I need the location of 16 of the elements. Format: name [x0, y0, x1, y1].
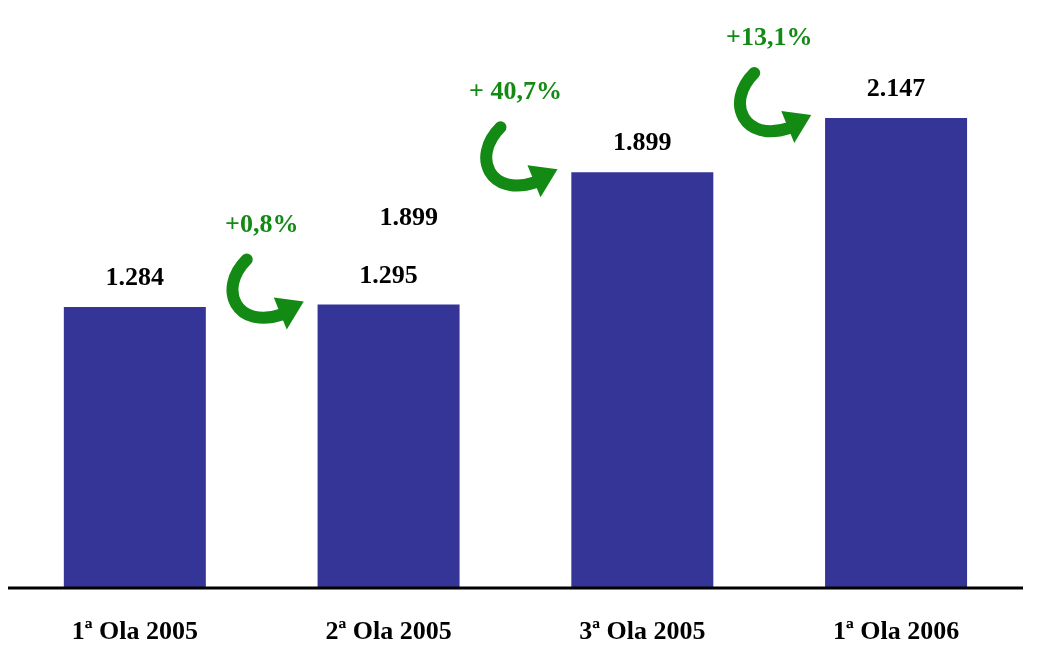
x-tick-label: 3ª Ola 2005	[579, 616, 706, 646]
text: +13,1%	[726, 22, 813, 51]
bar	[317, 304, 460, 588]
annotation: 1.899	[379, 201, 438, 231]
bar	[571, 172, 714, 588]
data-label: 1.295	[359, 259, 418, 289]
bar	[825, 118, 968, 588]
x-tick-label: 1ª Ola 2005	[71, 616, 198, 646]
annotation: +0,8%	[225, 208, 299, 238]
data-label: 2.147	[866, 73, 926, 102]
data-label: 1.899	[613, 127, 672, 157]
x-tick-label: 2ª Ola 2005	[325, 616, 452, 646]
bar	[63, 306, 206, 588]
data-label: 1.284	[105, 261, 165, 291]
text: + 40,7%	[469, 76, 562, 106]
x-tick-label: 1ª Ola 2006	[833, 616, 960, 646]
